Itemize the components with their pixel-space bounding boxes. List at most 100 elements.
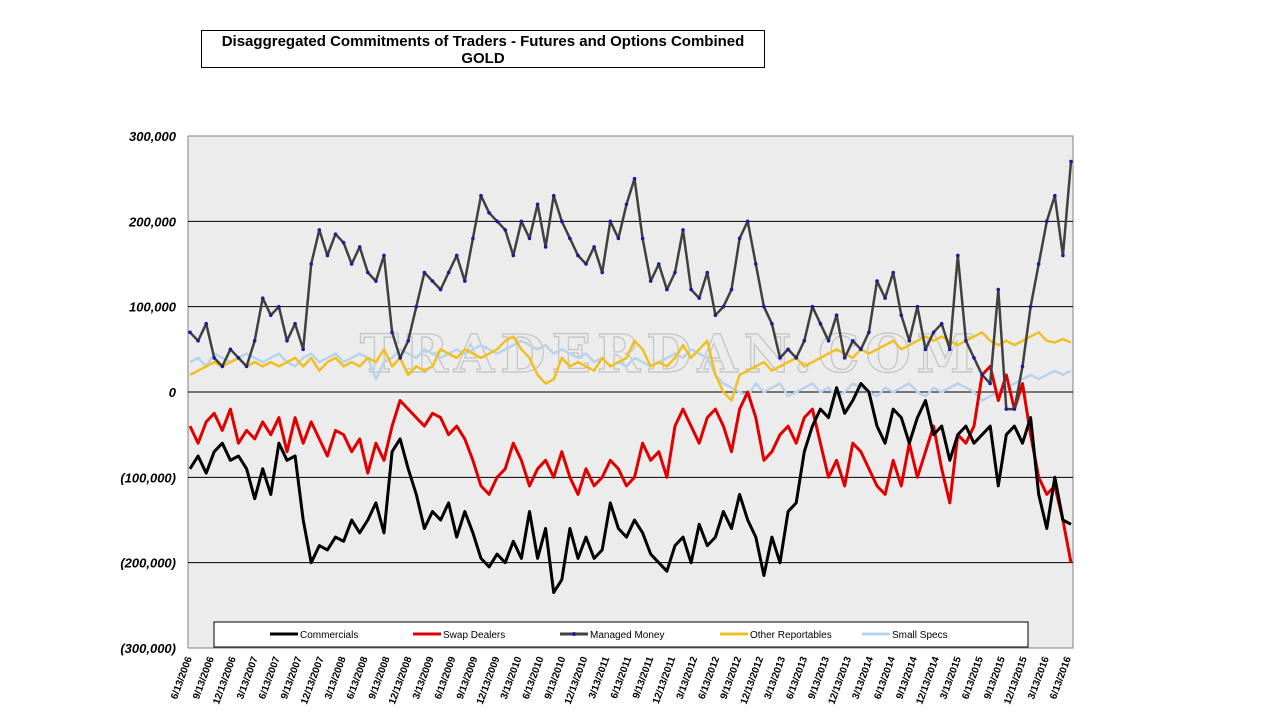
- y-tick-label: 0: [169, 385, 177, 400]
- data-point: [665, 287, 669, 292]
- data-point: [786, 347, 790, 352]
- data-point: [1020, 364, 1025, 369]
- series-line-swap-dealers: [188, 364, 1073, 563]
- data-point: [260, 296, 265, 300]
- data-point: [543, 245, 548, 249]
- x-tick-label: 9/13/2008: [367, 655, 393, 701]
- data-point: [745, 219, 750, 224]
- data-point: [988, 381, 992, 386]
- data-point: [1069, 159, 1073, 164]
- data-point: [511, 253, 516, 258]
- x-tick-label: 6/13/2009: [433, 655, 459, 701]
- data-point: [349, 262, 354, 266]
- data-point: [430, 279, 435, 283]
- y-tick-label: (100,000): [120, 470, 176, 485]
- data-point: [899, 313, 904, 318]
- x-tick-label: 6/13/2016: [1048, 655, 1074, 701]
- data-point: [713, 313, 718, 318]
- data-point: [212, 356, 217, 360]
- data-point: [875, 279, 879, 283]
- data-point: [576, 253, 580, 258]
- data-point: [980, 373, 984, 377]
- x-tick-label: 6/13/2013: [785, 655, 811, 701]
- legend-label: Managed Money: [590, 630, 665, 641]
- data-point: [503, 228, 508, 232]
- data-point: [648, 279, 653, 283]
- x-axis-ticks: 6/13/20069/13/200612/13/20063/13/20076/1…: [169, 655, 1074, 706]
- x-tick-label: 3/13/2012: [675, 655, 701, 701]
- data-point: [422, 270, 427, 275]
- data-point: [366, 270, 370, 275]
- data-point: [964, 339, 968, 343]
- data-point: [850, 339, 855, 343]
- data-point: [859, 347, 863, 352]
- x-tick-label: 3/13/2014: [850, 655, 876, 701]
- x-tick-label: 9/13/2014: [894, 655, 920, 701]
- x-tick-label: 9/13/2010: [543, 655, 569, 701]
- x-tick-label: 3/13/2016: [1026, 655, 1052, 701]
- data-point: [891, 270, 895, 275]
- data-point: [333, 232, 338, 236]
- series-line-commercials: [188, 382, 1072, 594]
- data-point: [778, 356, 782, 360]
- data-point: [826, 339, 831, 343]
- data-point: [608, 219, 613, 224]
- data-point: [301, 347, 305, 352]
- series-lines: [188, 159, 1073, 594]
- data-point: [244, 364, 249, 369]
- data-point: [584, 262, 588, 266]
- legend-label: Swap Dealers: [443, 630, 505, 641]
- data-point: [285, 339, 289, 343]
- x-tick-label: 3/13/2011: [587, 655, 613, 700]
- x-tick-label: 6/13/2015: [960, 655, 986, 701]
- data-point: [293, 321, 297, 326]
- x-tick-label: 9/13/2006: [191, 655, 217, 701]
- x-tick-label: 6/13/2011: [609, 655, 635, 700]
- data-point: [592, 245, 596, 249]
- x-tick-label: 9/13/2007: [279, 655, 305, 701]
- data-point: [1044, 219, 1049, 224]
- data-point: [656, 262, 661, 266]
- series-line-small-specs: [189, 339, 1072, 402]
- data-point: [390, 330, 394, 335]
- data-point: [737, 236, 742, 241]
- data-point: [721, 304, 726, 309]
- x-tick-label: 9/13/2012: [719, 655, 745, 701]
- data-point: [1053, 193, 1057, 198]
- data-point: [398, 356, 402, 360]
- data-point: [196, 339, 200, 343]
- data-point: [374, 279, 378, 283]
- legend: Commercials Swap Dealers Managed Money Othe…: [213, 621, 1029, 648]
- data-point: [277, 304, 281, 309]
- data-point: [204, 321, 208, 326]
- data-point: [883, 296, 887, 300]
- data-point: [228, 347, 233, 352]
- data-point: [753, 262, 758, 266]
- data-point: [1036, 262, 1041, 266]
- x-tick-label: 9/13/2013: [807, 655, 833, 701]
- data-point: [794, 356, 798, 360]
- x-tick-label: 9/13/2009: [455, 655, 481, 701]
- y-tick-label: 200,000: [128, 214, 177, 229]
- x-tick-label: 3/13/2010: [499, 655, 525, 701]
- y-tick-label: 100,000: [129, 300, 177, 315]
- data-point: [1028, 304, 1033, 309]
- data-point: [479, 193, 483, 198]
- data-point: [802, 339, 807, 343]
- legend-label: Other Reportables: [750, 630, 832, 641]
- data-point: [414, 304, 419, 309]
- y-tick-label: (300,000): [120, 641, 176, 656]
- x-tick-label: 6/13/2008: [345, 655, 371, 701]
- x-tick-label: 6/13/2006: [169, 655, 195, 701]
- watermark: TRADERDAN.COM: [360, 324, 980, 385]
- data-point: [438, 287, 443, 292]
- data-point: [568, 236, 572, 241]
- x-tick-label: 9/13/2011: [631, 655, 657, 700]
- data-point: [907, 339, 912, 343]
- chart-title-box: Disaggregated Commitments of Traders - F…: [201, 30, 765, 68]
- data-point: [616, 236, 621, 241]
- data-point: [705, 270, 710, 275]
- x-tick-label: 6/13/2012: [697, 655, 723, 701]
- data-point: [495, 219, 499, 224]
